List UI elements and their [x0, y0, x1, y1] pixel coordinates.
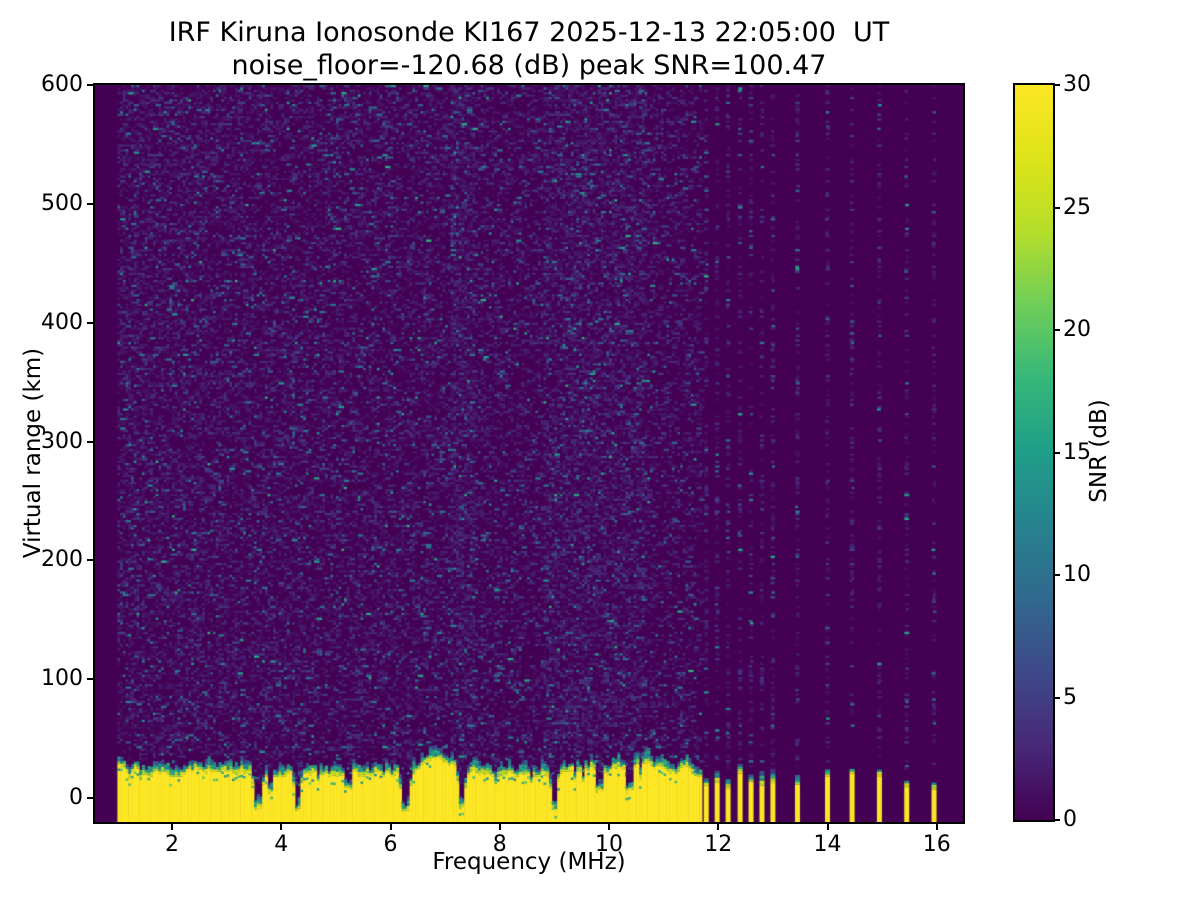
- colorbar-tick-mark: [1053, 574, 1060, 576]
- x-tick-label: 2: [165, 832, 180, 857]
- y-tick-label: 100: [41, 666, 83, 692]
- x-tick-label: 14: [813, 832, 842, 857]
- colorbar-tick-mark: [1053, 329, 1060, 331]
- colorbar-tick-mark: [1053, 84, 1060, 86]
- colorbar-tick-label: 25: [1063, 194, 1091, 220]
- y-tick-label: 200: [41, 547, 83, 573]
- colorbar-tick-mark: [1053, 451, 1060, 454]
- x-tick-mark: [171, 822, 174, 830]
- x-tick-label: 16: [922, 832, 951, 857]
- y-tick-label: 0: [69, 785, 83, 811]
- x-tick-mark: [498, 822, 501, 830]
- y-tick-mark: [87, 321, 95, 324]
- colorbar-gradient: [1015, 85, 1053, 820]
- x-tick-label: 8: [492, 832, 507, 857]
- x-tick-mark: [826, 822, 829, 830]
- x-tick-mark: [935, 822, 938, 830]
- y-tick-mark: [87, 678, 95, 681]
- colorbar-tick-label: 20: [1063, 317, 1091, 342]
- y-tick-label: 600: [41, 72, 83, 97]
- y-tick-mark: [87, 84, 95, 86]
- x-tick-mark: [280, 822, 283, 830]
- x-tick-mark: [717, 822, 720, 830]
- colorbar-tick-label: 15: [1063, 439, 1091, 465]
- y-tick-mark: [87, 440, 95, 443]
- x-tick-label: 6: [383, 832, 398, 857]
- y-tick-label: 300: [41, 428, 83, 454]
- chart-subtitle: noise_floor=-120.68 (dB) peak SNR=100.47: [231, 50, 827, 81]
- colorbar-tick-mark: [1053, 206, 1060, 209]
- y-tick-label: 500: [41, 190, 83, 216]
- x-tick-mark: [389, 822, 392, 830]
- colorbar-tick-mark: [1053, 819, 1060, 821]
- y-tick-mark: [87, 202, 95, 205]
- colorbar-tick-label: 10: [1063, 562, 1091, 587]
- y-tick-mark: [87, 559, 95, 562]
- colorbar-tick-mark: [1053, 696, 1060, 699]
- y-tick-mark: [87, 797, 95, 800]
- x-axis-label: Frequency (MHz): [432, 849, 626, 875]
- colorbar-tick-label: 0: [1063, 807, 1077, 832]
- colorbar: [1013, 83, 1055, 822]
- x-tick-mark: [608, 822, 611, 830]
- x-tick-label: 4: [274, 832, 289, 857]
- y-tick-label: 400: [41, 309, 83, 335]
- x-tick-label: 12: [704, 832, 733, 857]
- colorbar-tick-label: 30: [1063, 72, 1091, 97]
- x-tick-label: 10: [595, 832, 624, 857]
- colorbar-tick-label: 5: [1063, 684, 1077, 710]
- ionogram-heatmap: [95, 85, 963, 822]
- chart-title: IRF Kiruna Ionosonde KI167 2025-12-13 22…: [168, 17, 890, 48]
- plot-area: [93, 83, 965, 824]
